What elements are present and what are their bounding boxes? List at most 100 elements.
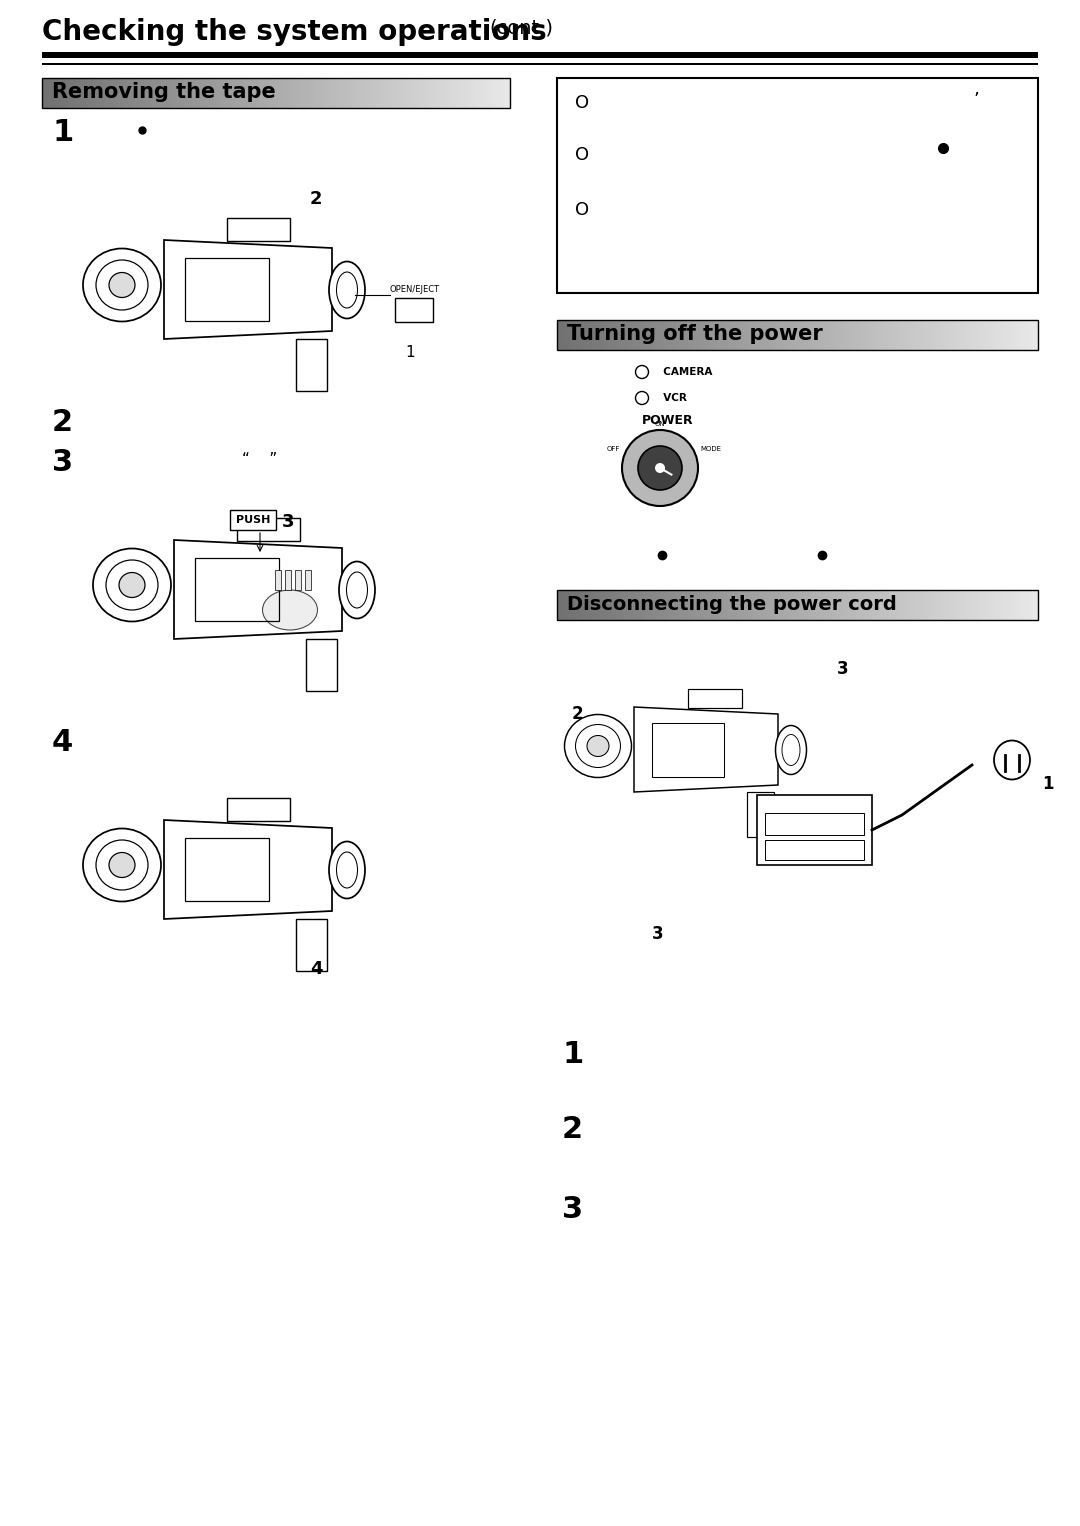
Text: 3: 3 <box>652 925 663 943</box>
Bar <box>382 78 384 108</box>
Bar <box>675 320 676 349</box>
Bar <box>208 78 210 108</box>
Bar <box>605 320 607 349</box>
Bar <box>1023 591 1024 620</box>
Bar <box>881 320 883 349</box>
Bar <box>760 591 761 620</box>
Bar <box>326 78 328 108</box>
Bar <box>912 320 914 349</box>
Bar <box>599 591 600 620</box>
Bar <box>298 78 300 108</box>
Bar <box>616 320 618 349</box>
Bar <box>244 78 246 108</box>
Bar <box>998 320 1000 349</box>
Bar <box>568 320 569 349</box>
Bar <box>662 320 663 349</box>
Bar <box>773 320 775 349</box>
Bar <box>699 320 701 349</box>
Bar <box>902 320 904 349</box>
Bar <box>72 78 75 108</box>
Bar <box>852 320 853 349</box>
Bar <box>124 78 125 108</box>
Bar <box>111 78 112 108</box>
Bar <box>140 78 141 108</box>
Bar <box>954 320 956 349</box>
Bar <box>557 78 1038 293</box>
Polygon shape <box>174 540 342 639</box>
Bar <box>558 591 559 620</box>
Bar <box>964 591 967 620</box>
Bar <box>813 591 814 620</box>
Polygon shape <box>634 707 778 792</box>
Text: 1: 1 <box>405 345 415 360</box>
Ellipse shape <box>329 261 365 319</box>
Bar <box>185 838 269 900</box>
Bar <box>769 591 770 620</box>
Bar <box>897 320 899 349</box>
Bar <box>889 591 891 620</box>
Bar <box>1017 591 1020 620</box>
Bar <box>611 591 612 620</box>
Bar <box>910 320 913 349</box>
Text: O: O <box>575 146 589 163</box>
Bar <box>473 78 474 108</box>
Bar <box>747 320 748 349</box>
Bar <box>126 78 127 108</box>
Bar <box>315 78 318 108</box>
Bar <box>673 320 674 349</box>
Bar <box>966 320 968 349</box>
Bar <box>1028 320 1030 349</box>
Bar <box>411 78 414 108</box>
Bar <box>670 591 672 620</box>
Bar <box>432 78 433 108</box>
Bar <box>991 591 993 620</box>
Bar <box>200 78 202 108</box>
Bar <box>939 320 940 349</box>
Bar <box>690 320 692 349</box>
Bar <box>684 320 685 349</box>
Bar <box>480 78 482 108</box>
Bar <box>441 78 443 108</box>
Bar <box>509 78 511 108</box>
Bar <box>887 320 888 349</box>
Bar <box>852 591 853 620</box>
Bar <box>285 78 287 108</box>
Bar <box>716 320 717 349</box>
Bar <box>949 320 950 349</box>
Bar <box>1028 591 1030 620</box>
Bar <box>175 78 177 108</box>
Bar <box>869 320 872 349</box>
Bar <box>207 78 208 108</box>
Bar <box>733 320 735 349</box>
Bar <box>779 591 780 620</box>
Bar <box>262 78 264 108</box>
Text: 1: 1 <box>562 1041 583 1070</box>
Bar <box>976 591 978 620</box>
Bar <box>828 591 831 620</box>
Bar <box>153 78 154 108</box>
Bar <box>391 78 392 108</box>
Bar <box>637 591 639 620</box>
Bar <box>595 591 597 620</box>
Bar <box>73 78 76 108</box>
Bar <box>757 320 758 349</box>
Bar <box>786 320 788 349</box>
Bar <box>1009 320 1011 349</box>
Bar <box>922 320 924 349</box>
Bar <box>154 78 156 108</box>
Bar <box>705 591 706 620</box>
Bar <box>872 591 874 620</box>
Bar <box>211 78 212 108</box>
Bar <box>492 78 495 108</box>
Bar <box>417 78 418 108</box>
Bar <box>710 320 712 349</box>
Bar <box>375 78 376 108</box>
Bar <box>683 320 684 349</box>
Bar <box>860 591 862 620</box>
Bar <box>825 591 827 620</box>
Bar <box>287 78 289 108</box>
Bar <box>834 591 835 620</box>
Bar <box>85 78 87 108</box>
Bar <box>632 591 633 620</box>
Bar <box>719 320 721 349</box>
